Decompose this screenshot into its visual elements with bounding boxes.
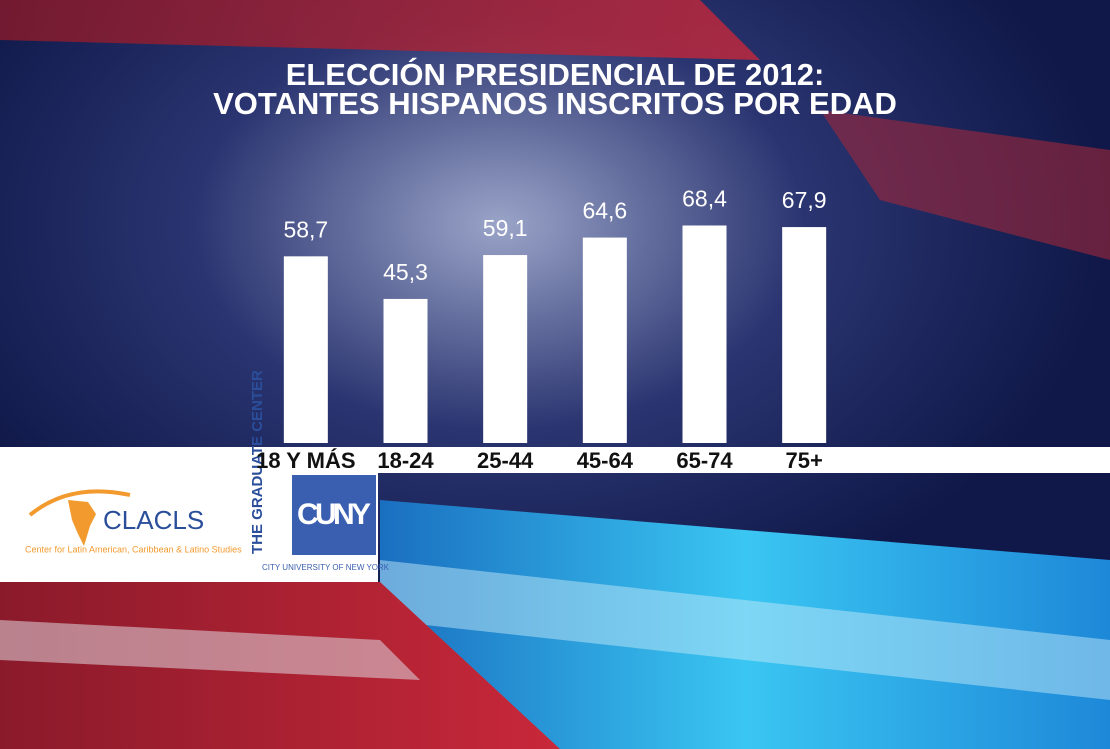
bar	[782, 227, 827, 443]
bar	[383, 298, 428, 443]
x-tick-label: 75+	[786, 448, 823, 473]
graduate-center: THE GRADUATE CENTER	[249, 370, 266, 554]
bar	[582, 237, 627, 443]
value-label: 64,6	[582, 198, 627, 224]
value-label: 59,1	[483, 215, 528, 241]
value-label: 67,9	[782, 187, 827, 213]
x-tick-label: 65-74	[676, 448, 733, 473]
clacls-map	[68, 500, 96, 546]
stripe	[0, 0, 760, 60]
cuny-logo: CUNY	[297, 498, 371, 531]
stripe	[0, 620, 420, 680]
clacls-arc	[28, 489, 131, 517]
cuny-box	[292, 475, 376, 555]
clacls-caption: Center for Latin American, Caribbean & L…	[25, 544, 242, 554]
bar	[283, 256, 328, 443]
label-strip	[0, 447, 1110, 473]
chart-subtitle: VOTANTES HISPANOS INSCRITOS POR EDAD	[213, 86, 897, 121]
clacls-logo: CLACLS	[103, 505, 204, 535]
bar	[483, 255, 528, 443]
x-tick-label: 18 Y MÁS	[256, 448, 355, 473]
x-tick-label: 25-44	[477, 448, 534, 473]
bar	[682, 225, 727, 443]
x-tick-label: 45-64	[577, 448, 634, 473]
value-label: 68,4	[682, 186, 727, 212]
value-label: 45,3	[383, 259, 428, 285]
chart-title: ELECCIÓN PRESIDENCIAL DE 2012:	[286, 56, 825, 92]
stripe	[380, 560, 1110, 700]
cuny-caption: CITY UNIVERSITY OF NEW YORK	[262, 563, 390, 572]
x-tick-label: 18-24	[377, 448, 434, 473]
stripe	[820, 110, 1110, 260]
value-label: 58,7	[283, 216, 328, 242]
